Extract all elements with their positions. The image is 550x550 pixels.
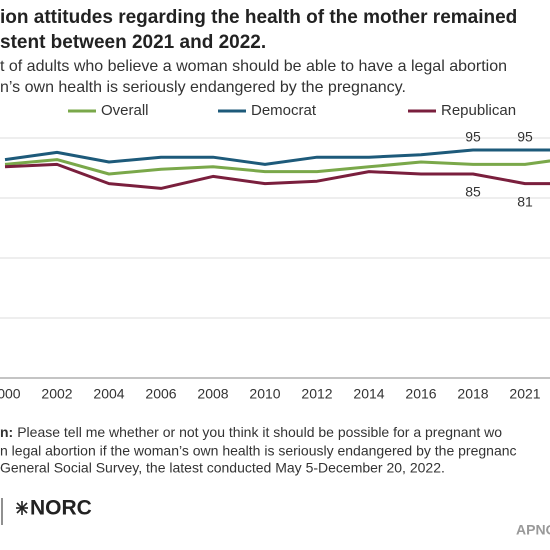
subtitle: t of adults who believe a woman should b…: [0, 58, 507, 75]
x-tick-label: 2008: [197, 386, 228, 402]
value-label: 81: [517, 193, 533, 209]
note: n: Please tell me whether or not you thin…: [0, 424, 502, 440]
credit: APNO: [516, 522, 550, 538]
value-label: 85: [465, 184, 481, 200]
x-tick-label: 2021: [509, 386, 540, 402]
subtitle: n’s own health is seriously endangered b…: [0, 79, 406, 96]
note-lead: n:: [0, 424, 13, 440]
series-line: [4, 162, 550, 190]
value-label: 95: [517, 129, 533, 145]
note: General Social Survey, the latest conduc…: [0, 460, 445, 476]
legend-label: Democrat: [251, 102, 317, 119]
x-tick-label: 2004: [93, 386, 124, 402]
note: n legal abortion if the woman’s own heal…: [0, 443, 517, 459]
logo: NORC: [30, 497, 92, 520]
x-tick-label: 2000: [0, 386, 21, 402]
x-tick-label: 2002: [41, 386, 72, 402]
value-label: 95: [465, 129, 481, 145]
note-text: Please tell me whether or not you think …: [17, 424, 502, 440]
chart-title: ion attitudes regarding the health of th…: [0, 7, 517, 28]
x-tick-label: 2006: [145, 386, 176, 402]
legend-label: Overall: [101, 102, 149, 119]
series-line: [4, 148, 550, 166]
x-tick-label: 2016: [405, 386, 436, 402]
x-tick-label: 2014: [353, 386, 384, 402]
x-tick-label: 2018: [457, 386, 488, 402]
x-tick-label: 2010: [249, 386, 280, 402]
series-line: [4, 158, 550, 176]
logo-mark: [16, 501, 28, 515]
chart-title: stent between 2021 and 2022.: [0, 32, 266, 53]
x-tick-label: 2012: [301, 386, 332, 402]
legend-label: Republican: [441, 102, 516, 119]
